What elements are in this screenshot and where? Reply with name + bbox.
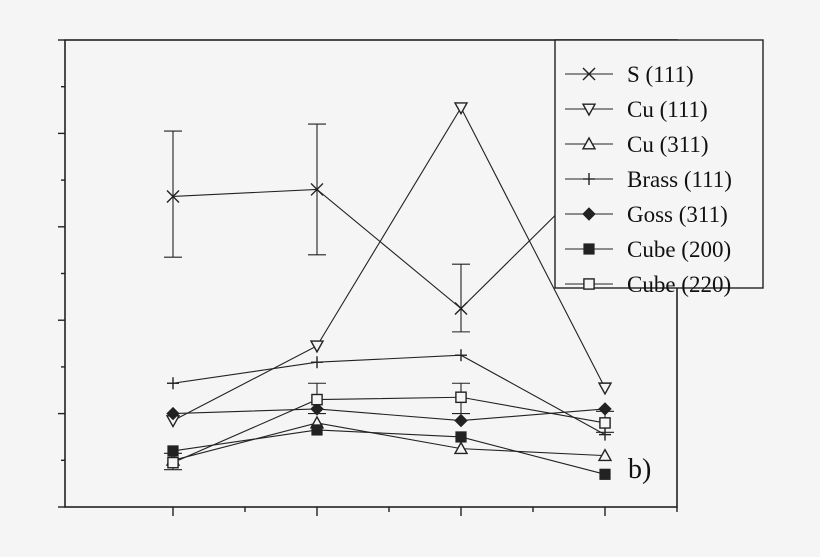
- legend-label-cube-200: Cube (200): [627, 237, 731, 262]
- legend-marker-cube-220: [583, 278, 595, 290]
- point-cu-111: [453, 102, 469, 116]
- legend-label-cu-311: Cu (311): [627, 132, 709, 157]
- point-goss-311: [166, 406, 180, 421]
- legend-item-goss-311: Goss (311): [565, 202, 728, 227]
- point-cube-200: [455, 431, 467, 443]
- point-cube-220: [311, 393, 323, 406]
- point-goss-311: [598, 402, 612, 416]
- point-cube-200: [311, 424, 323, 436]
- point-brass-111: [455, 349, 467, 362]
- series-lines-group: [172, 106, 606, 475]
- series-line-brass-111: [172, 354, 606, 436]
- legend-item-brass-111: Brass (111): [565, 167, 732, 192]
- legend-marker-cu-311: [581, 136, 597, 150]
- legend-label-cu-111: Cu (111): [627, 97, 708, 122]
- point-s-111: [454, 302, 468, 316]
- legend-marker-cu-111: [581, 103, 597, 117]
- series-line-cube-220: [172, 396, 606, 464]
- point-s-111-stroke: [310, 182, 324, 196]
- point-brass-111: [311, 356, 323, 369]
- point-s-111-stroke: [166, 189, 180, 203]
- error-bar-s-111: [164, 130, 182, 258]
- legend: S (111) Cu (111) Cu (311) Brass (111) Goss (…: [554, 39, 764, 297]
- point-cu-311: [597, 448, 613, 462]
- point-cube-220: [167, 456, 179, 469]
- legend-item-cube-200: Cube (200): [565, 237, 731, 262]
- legend-marker-s-111-stroke: [582, 67, 596, 81]
- legend-marker-s-111: [582, 67, 596, 81]
- error-bar-s-111: [452, 263, 470, 333]
- series-line-cu-111: [172, 106, 606, 422]
- point-cube-220: [455, 391, 467, 404]
- point-cube-200: [599, 468, 611, 480]
- legend-item-cu-111: Cu (111): [565, 97, 708, 122]
- point-brass-111: [167, 377, 179, 390]
- legend-label-goss-311: Goss (311): [627, 202, 728, 227]
- point-s-111: [310, 182, 324, 196]
- legend-item-cube-220: Cube (220): [565, 272, 731, 297]
- point-s-111-stroke: [454, 302, 468, 316]
- series-line-cu-311: [172, 422, 606, 461]
- point-cu-111: [597, 382, 613, 396]
- legend-marker-cube-200: [583, 243, 595, 255]
- legend-marker-brass-111: [583, 173, 595, 185]
- legend-item-s-111: S (111): [565, 62, 694, 87]
- point-goss-311: [310, 402, 324, 416]
- legend-marker-goss-311: [582, 207, 596, 221]
- markers-group: [165, 102, 613, 480]
- legend-label-brass-111: Brass (111): [627, 167, 732, 192]
- legend-label-s-111: S (111): [627, 62, 694, 87]
- point-cu-111: [309, 340, 325, 354]
- point-goss-311: [454, 413, 468, 428]
- series-line-s-111: [172, 165, 606, 310]
- panel-label: b): [628, 454, 651, 485]
- series-line-goss-311: [172, 408, 606, 422]
- point-cube-200: [167, 445, 179, 457]
- point-cube-220: [599, 417, 611, 429]
- point-cu-311: [453, 441, 469, 455]
- legend-item-cu-311: Cu (311): [565, 132, 709, 157]
- legend-label-cube-220: Cube (220): [627, 272, 731, 297]
- series-line-cube-200: [172, 429, 606, 475]
- point-brass-111: [599, 428, 611, 441]
- point-s-111: [166, 189, 180, 203]
